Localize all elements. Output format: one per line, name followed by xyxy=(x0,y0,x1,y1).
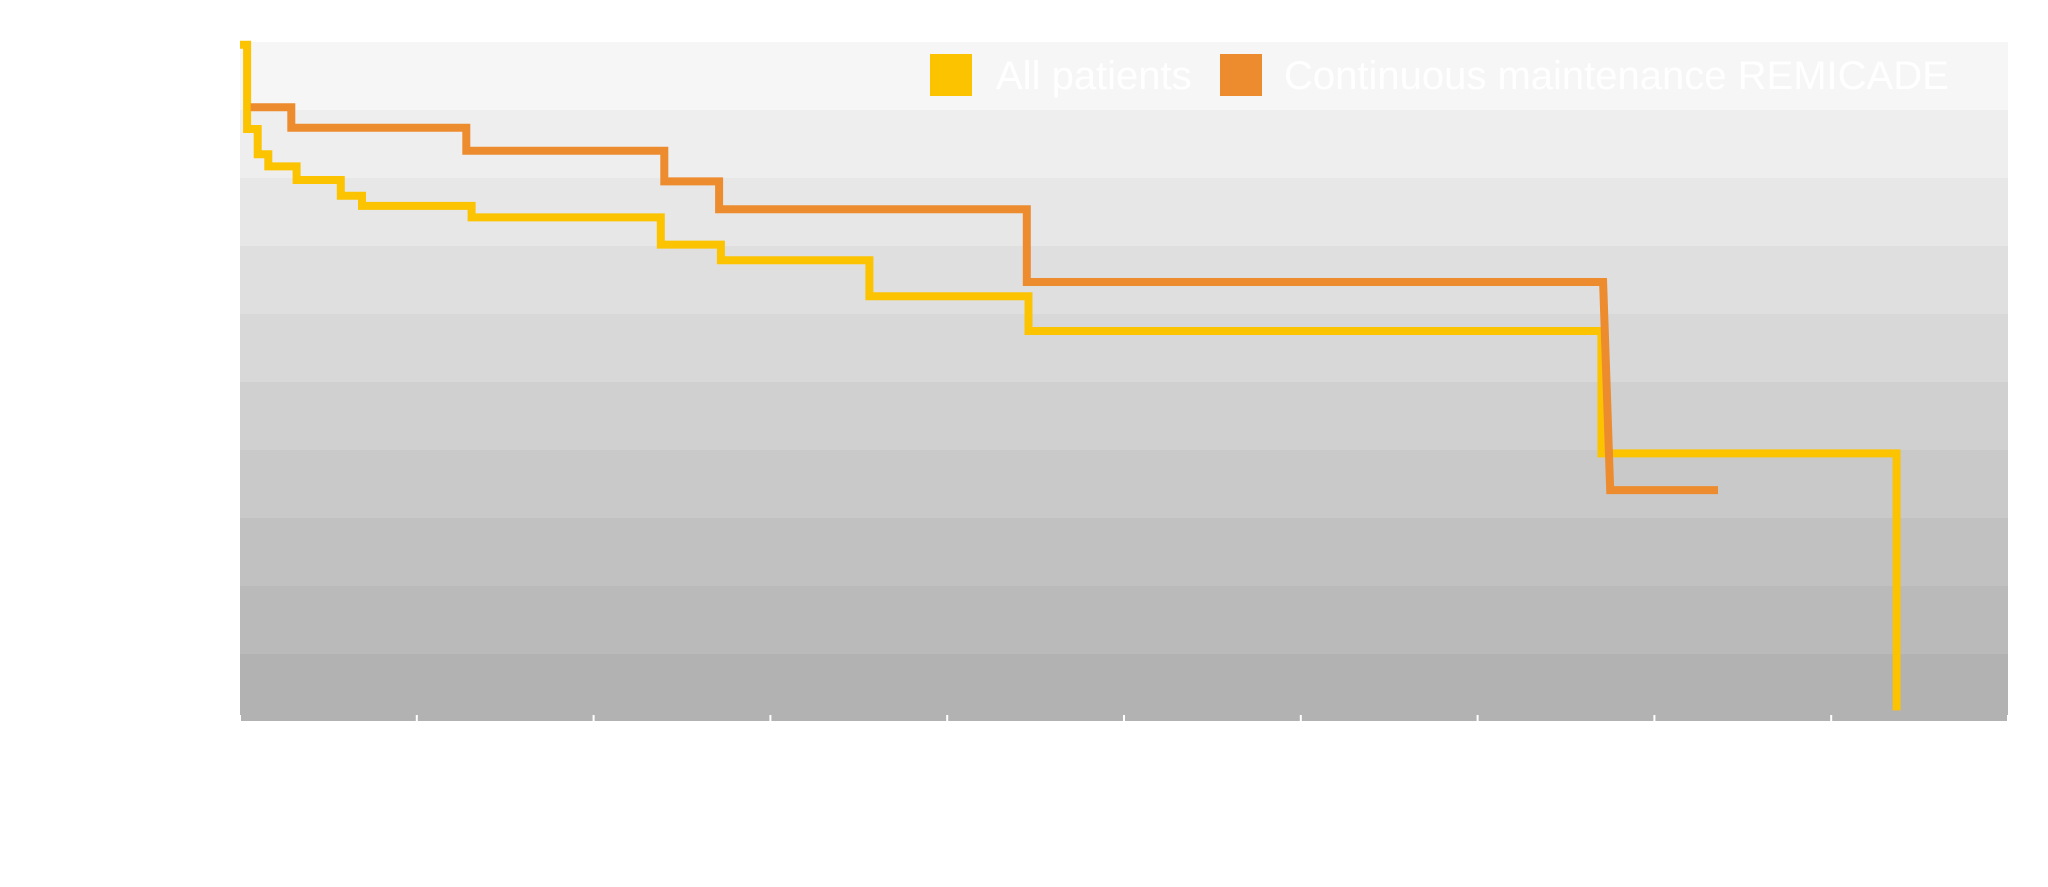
band-8 xyxy=(240,586,2008,655)
legend-label-continuous-maintenance: Continuous maintenance REMICADE xyxy=(1284,54,1949,98)
legend-swatch-continuous-maintenance xyxy=(1220,54,1262,96)
band-9 xyxy=(240,654,2008,723)
band-4 xyxy=(240,314,2008,383)
band-0 xyxy=(240,42,2008,111)
band-2 xyxy=(240,178,2008,247)
band-1 xyxy=(240,110,2008,179)
series-line-all-patients xyxy=(240,40,1901,711)
legend-swatch-all-patients xyxy=(930,54,972,96)
x-ticks xyxy=(239,715,2009,722)
x-axis xyxy=(239,715,2009,723)
band-6 xyxy=(240,450,2008,519)
band-7 xyxy=(240,518,2008,587)
legend: All patients Continuous maintenance REMI… xyxy=(930,54,1949,98)
band-5 xyxy=(240,382,2008,451)
background-bands xyxy=(240,42,2008,723)
series-line-continuous-maintenance-remicade xyxy=(250,103,1718,495)
series-layer xyxy=(240,40,1901,711)
legend-label-all-patients: All patients xyxy=(996,54,1192,98)
